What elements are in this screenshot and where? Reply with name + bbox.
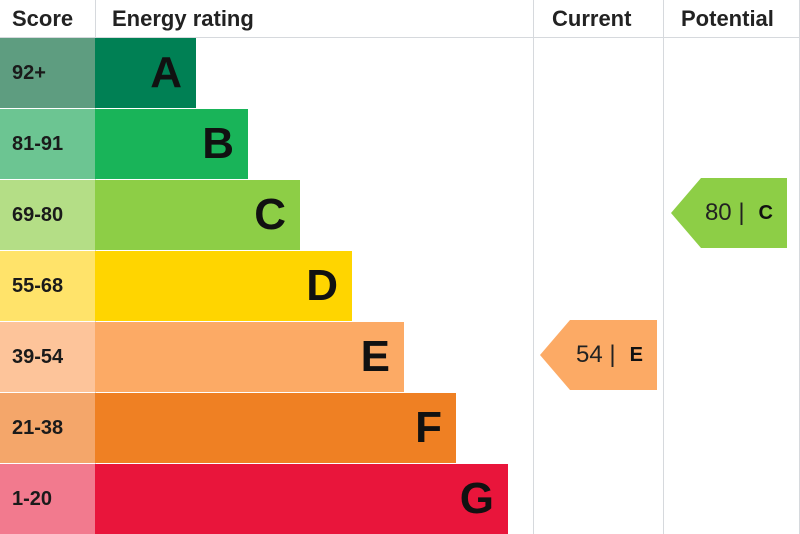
rating-letter: E: [360, 332, 390, 381]
potential-separator: |: [738, 199, 745, 226]
rating-letter: D: [306, 261, 338, 310]
rating-letter: B: [202, 119, 234, 168]
score-range-b: 81-91: [0, 109, 95, 179]
column-divider: [663, 0, 664, 534]
potential-value: 80: [704, 199, 732, 226]
potential-rating-arrow: 80 | C: [671, 178, 787, 248]
current-letter: E: [629, 343, 643, 366]
rating-bar-f: F: [95, 393, 456, 463]
score-range-g: 1-20: [0, 464, 95, 534]
rating-bar-d: D: [95, 251, 352, 321]
score-range-c: 69-80: [0, 180, 95, 250]
potential-letter: C: [758, 201, 773, 224]
rating-bar-g: G: [95, 464, 508, 534]
current-rating-arrow: 54 | E: [540, 320, 657, 390]
rating-bar-a: A: [95, 38, 196, 108]
header-current: Current: [552, 6, 632, 31]
current-separator: |: [609, 341, 616, 368]
current-value: 54: [576, 341, 603, 368]
header-energy-rating: Energy rating: [112, 6, 254, 31]
header-potential: Potential: [681, 6, 774, 31]
score-range-e: 39-54: [0, 322, 95, 392]
rating-letter: A: [150, 48, 182, 97]
score-range-d: 55-68: [0, 251, 95, 321]
rating-bar-e: E: [95, 322, 404, 392]
score-range-a: 92+: [0, 38, 95, 108]
rating-letter: C: [254, 190, 286, 239]
score-range-f: 21-38: [0, 393, 95, 463]
rating-bar-c: C: [95, 180, 300, 250]
header-score: Score: [12, 6, 74, 31]
rating-bar-b: B: [95, 109, 248, 179]
rating-letter: F: [415, 403, 442, 452]
header-divider: [0, 37, 800, 38]
rating-letter: G: [459, 474, 494, 523]
column-divider: [533, 0, 534, 534]
